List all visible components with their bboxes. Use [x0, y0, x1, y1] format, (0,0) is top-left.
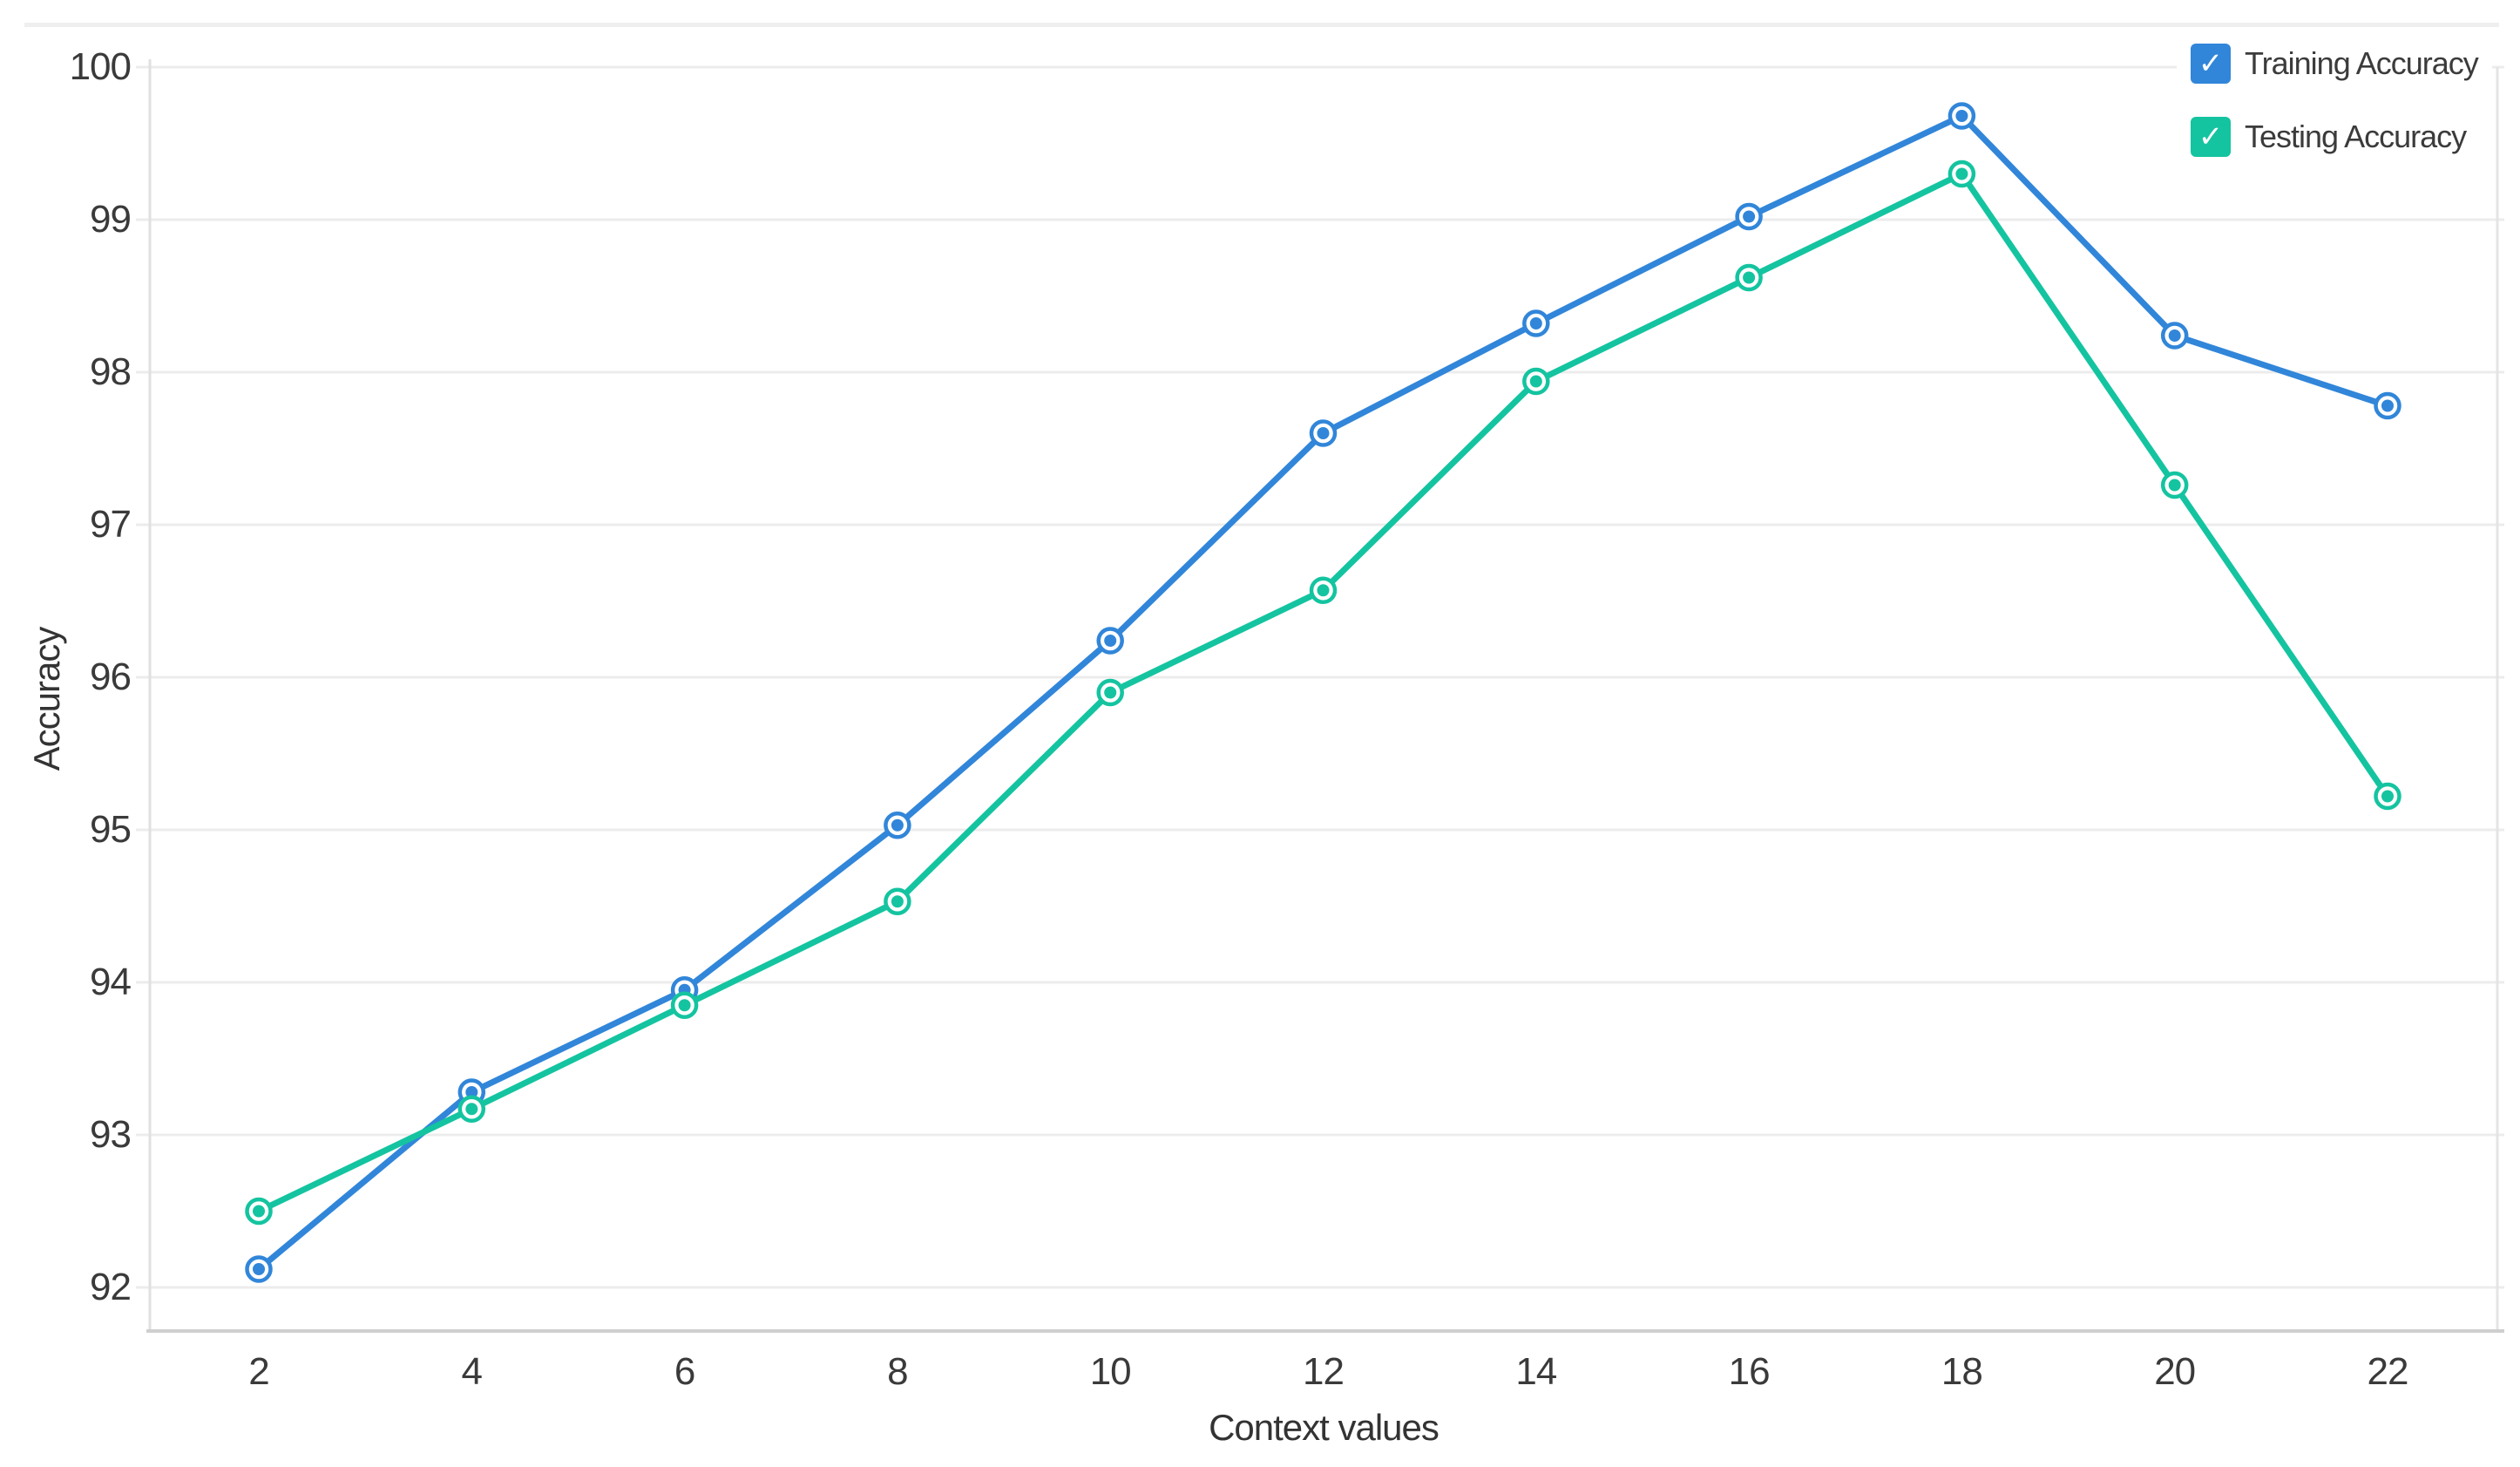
data-point-dot[interactable] [891, 818, 904, 832]
data-point-dot[interactable] [1317, 584, 1330, 597]
data-point-dot[interactable] [1743, 210, 1756, 223]
data-point-dot[interactable] [891, 895, 904, 908]
legend-item-training-accuracy[interactable]: ✓ Training Accuracy [2191, 44, 2492, 84]
data-point-dot[interactable] [1955, 110, 1968, 122]
data-point-dot[interactable] [465, 1086, 478, 1098]
data-point-dot[interactable] [2381, 399, 2394, 412]
y-tick-label: 96 [90, 655, 132, 698]
x-tick-label: 2 [248, 1350, 269, 1393]
legend-item-testing-accuracy[interactable]: ✓ Testing Accuracy [2191, 117, 2492, 157]
legend-label: Testing Accuracy [2245, 119, 2467, 154]
data-point-dot[interactable] [2168, 329, 2181, 342]
x-tick-label: 8 [887, 1350, 908, 1393]
x-tick-label: 6 [674, 1350, 695, 1393]
y-tick-label: 95 [90, 808, 132, 851]
chart-top-border [24, 23, 2499, 27]
training-accuracy-checkbox[interactable]: ✓ [2191, 44, 2231, 84]
data-point-dot[interactable] [1529, 317, 1542, 329]
x-tick-label: 4 [461, 1350, 483, 1393]
checkmark-icon: ✓ [2198, 47, 2224, 80]
data-point-dot[interactable] [253, 1205, 265, 1218]
data-point-dot[interactable] [2381, 790, 2394, 803]
data-point-dot[interactable] [1104, 686, 1117, 699]
x-axis-title: Context values [1209, 1407, 1440, 1448]
x-tick-label: 22 [2367, 1350, 2409, 1393]
data-point-dot[interactable] [1529, 375, 1542, 388]
y-tick-label: 100 [69, 45, 132, 88]
checkmark-icon: ✓ [2198, 120, 2224, 153]
series-line-testing [255, 171, 2391, 1214]
data-point-dot[interactable] [2168, 479, 2181, 492]
y-axis-title: Accuracy [26, 627, 67, 771]
data-point-dot[interactable] [1317, 427, 1330, 439]
data-point-dot[interactable] [1743, 271, 1756, 284]
x-tick-label: 14 [1515, 1350, 1557, 1393]
testing-accuracy-checkbox[interactable]: ✓ [2191, 117, 2231, 157]
y-tick-label: 97 [90, 503, 132, 546]
data-point-dot[interactable] [678, 999, 691, 1012]
x-tick-label: 10 [1089, 1350, 1132, 1393]
y-tick-label: 99 [90, 198, 132, 241]
data-point-dot[interactable] [253, 1263, 265, 1275]
x-tick-label: 18 [1941, 1350, 1983, 1393]
legend: ✓ Training Accuracy ✓ Testing Accuracy [2177, 33, 2492, 169]
data-point-dot[interactable] [1104, 635, 1117, 647]
y-tick-label: 98 [90, 350, 132, 393]
y-tick-label: 92 [90, 1266, 132, 1308]
x-tick-label: 16 [1728, 1350, 1771, 1393]
legend-label: Training Accuracy [2245, 45, 2479, 81]
data-point-dot[interactable] [465, 1103, 478, 1116]
data-point-dot[interactable] [1955, 167, 1968, 180]
x-tick-label: 20 [2154, 1350, 2196, 1393]
y-tick-label: 93 [90, 1113, 132, 1156]
series-line-training [255, 112, 2391, 1273]
x-tick-label: 12 [1303, 1350, 1345, 1393]
y-tick-label: 94 [90, 961, 132, 1003]
